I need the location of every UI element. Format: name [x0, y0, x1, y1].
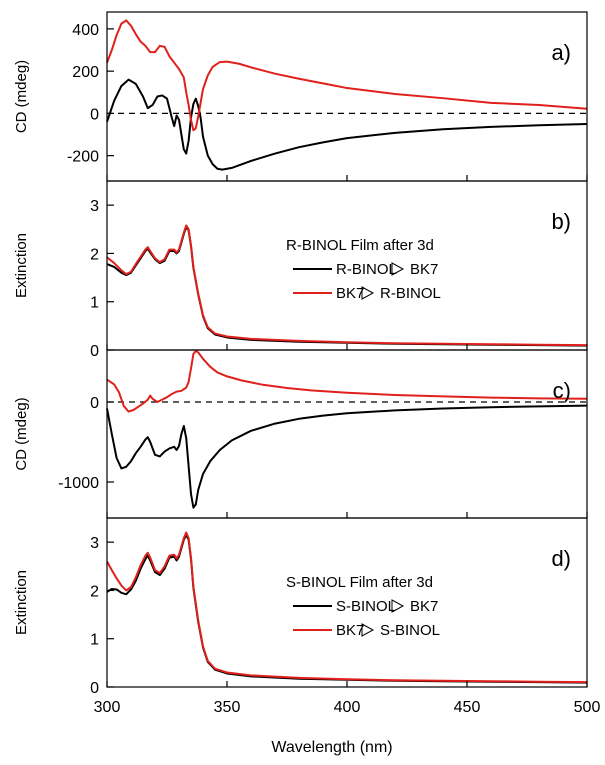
series-line-red: [106, 224, 588, 347]
legend-label: S-BINOL: [380, 622, 440, 639]
plot-frame: [106, 11, 588, 182]
legend-label: S-BINOL: [336, 598, 396, 615]
y-tick-label: 400: [72, 22, 99, 39]
panel-letter: d): [551, 546, 571, 571]
x-axis-label: Wavelength (nm): [271, 739, 392, 756]
y-axis-label: CD (mdeg): [13, 397, 30, 470]
y-tick-label: 0: [90, 106, 99, 123]
legend-label: BK7: [410, 598, 438, 615]
y-tick-label: 3: [90, 198, 99, 215]
y-tick-label: 2: [90, 583, 99, 600]
y-tick-label: 0: [90, 343, 99, 360]
panel-3: -1000 0 CD (mdeg) c): [13, 349, 588, 519]
legend-title: S-BINOL Film after 3d: [286, 574, 433, 591]
y-tick-label: 200: [72, 64, 99, 81]
legend-triangle-icon: [391, 262, 405, 276]
y-tick-label: 0: [90, 395, 99, 412]
legend-label: BK7: [336, 622, 364, 639]
y-tick-label: -1000: [58, 475, 99, 492]
series-line-red: [106, 531, 588, 684]
series-line-black: [106, 404, 588, 509]
plot-frame: [106, 349, 588, 519]
legend-triangle-icon: [391, 599, 405, 613]
series-line-black: [106, 78, 588, 171]
y-tick-label: 1: [90, 632, 99, 649]
legend-triangle-icon: [361, 286, 375, 300]
panel-letter: c): [553, 378, 571, 403]
x-tick-label: 400: [334, 699, 361, 716]
legend-label: BK7: [410, 261, 438, 278]
legend-label: BK7: [336, 285, 364, 302]
x-tick-label: 500: [574, 699, 601, 716]
y-tick-label: -200: [67, 149, 99, 166]
legend-label: R-BINOL: [336, 261, 397, 278]
series-line-red: [106, 19, 588, 132]
series-line-red: [106, 349, 588, 413]
y-axis-label: CD (mdeg): [13, 60, 30, 133]
y-tick-label: 1: [90, 295, 99, 312]
y-tick-label: 2: [90, 246, 99, 263]
legend: S-BINOL Film after 3d S-BINOL BK7 BK7 S-BINO…: [286, 574, 440, 639]
panel-letter: b): [551, 209, 571, 234]
legend-triangle-icon: [361, 623, 375, 637]
legend-label: R-BINOL: [380, 285, 441, 302]
panel-1: -200 0 200 400 CD (mdeg) a): [13, 11, 588, 182]
y-tick-label: 3: [90, 535, 99, 552]
panel-letter: a): [551, 40, 571, 65]
y-axis-label: Extinction: [13, 233, 30, 298]
x-tick-label: 450: [454, 699, 481, 716]
legend-title: R-BINOL Film after 3d: [286, 237, 434, 254]
x-tick-label: 350: [214, 699, 241, 716]
y-tick-label: 0: [90, 680, 99, 697]
y-axis-label: Extinction: [13, 570, 30, 635]
legend: R-BINOL Film after 3d R-BINOL BK7 BK7 R-BINO…: [286, 237, 441, 302]
x-tick-label: 300: [94, 699, 121, 716]
